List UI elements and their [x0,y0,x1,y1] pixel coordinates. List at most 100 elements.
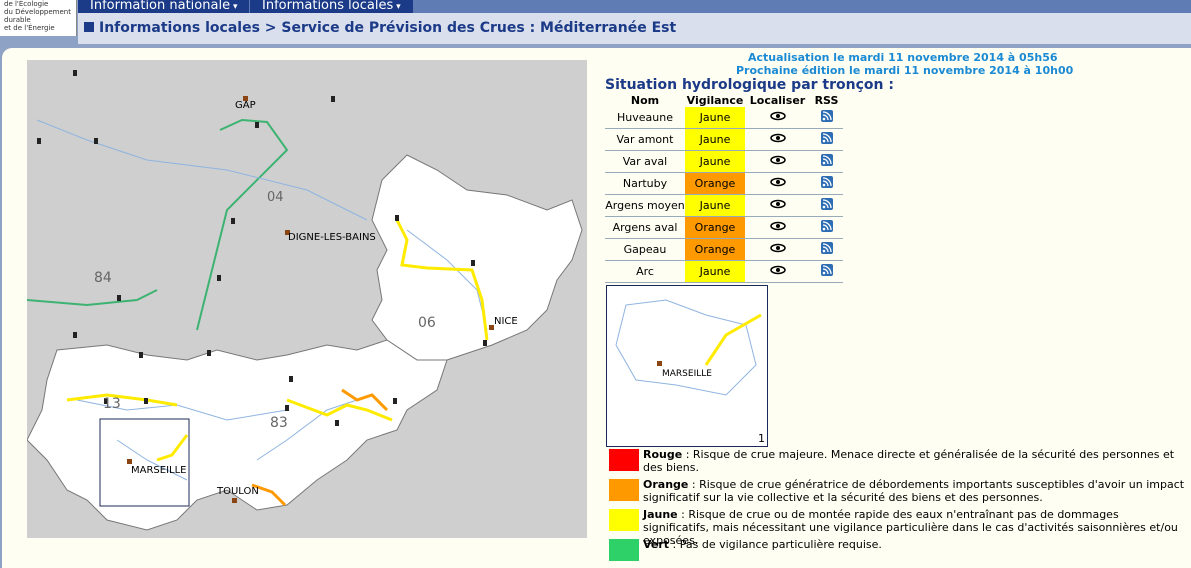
region-border [196,118,289,331]
inset-label: MARSEILLE [662,369,712,379]
legend-swatch [609,449,639,471]
nav-item[interactable]: Information nationale ▾ [78,0,250,13]
legend-term: Jaune [643,508,678,521]
nav-bar: Information nationale ▾ Informations loca… [78,0,1191,13]
vigilance-level: Jaune [685,260,745,283]
dept-13-83 [27,339,448,531]
rss-icon[interactable] [820,154,833,166]
map-label: TOULON [216,486,259,497]
inset-section [704,313,762,366]
locate-cell [745,260,810,283]
locate-icon[interactable] [769,177,786,187]
vigilance-level: Jaune [685,128,745,151]
rss-cell [810,260,843,283]
vigilance-sections [66,219,489,507]
inset-map[interactable]: MARSEILLE 1 [606,285,768,447]
locate-icon[interactable] [769,221,786,231]
rss-icon[interactable] [820,198,833,210]
inset-frame [606,285,768,447]
legend-description: : Pas de vigilance particulière requise. [669,538,882,551]
column-header: Localiser [749,93,806,107]
rss-cell [810,107,843,129]
vigilance-level: Orange [685,216,745,239]
vigilance-level: Jaune [685,150,745,173]
legend-swatch [609,539,639,561]
legend-term: Rouge [643,448,683,461]
legend-text: Rouge : Risque de crue majeure. Menace d… [643,448,1187,474]
locate-icon[interactable] [769,111,786,121]
rss-cell [810,128,843,151]
rss-icon[interactable] [820,110,833,122]
section-name: Var aval [605,150,685,173]
legend-text: Vert : Pas de vigilance particulière req… [643,538,1187,551]
locate-icon[interactable] [769,243,786,253]
column-header: Vigilance [686,93,744,107]
section-name: Gapeau [605,238,685,261]
stations [37,70,487,426]
locate-icon[interactable] [769,265,786,275]
vigilance-level: Jaune [685,107,745,129]
locate-icon[interactable] [769,133,786,143]
locate-cell [745,172,810,195]
legend-swatch [609,479,639,501]
vigilance-level: Orange [685,238,745,261]
column-header: RSS [814,93,839,107]
map-label: 84 [94,270,112,286]
rss-cell [810,216,843,239]
rss-icon[interactable] [820,242,833,254]
legend-term: Orange [643,478,689,491]
section-name: Var amont [605,128,685,151]
table-row: Var aval Jaune [605,150,843,173]
breadcrumb: Informations locales > Service de Prévis… [99,20,677,36]
rss-icon[interactable] [820,176,833,188]
table-title: Situation hydrologique par tronçon : [605,77,894,93]
legend-text: Jaune : Risque de crue ou de montée rapi… [643,508,1187,547]
legend-description: : Risque de crue ou de montée rapide des… [643,508,1178,547]
table-row: Argens moyen Jaune [605,194,843,217]
section-name: Nartuby [605,172,685,195]
inset-river [615,299,757,396]
table-row: Nartuby Orange [605,172,843,195]
legend-description: : Risque de crue majeure. Menace directe… [643,448,1175,474]
city-markers [127,96,494,503]
map-label: 13 [103,396,121,412]
section-name: Argens aval [605,216,685,239]
locate-cell [745,238,810,261]
locate-cell [745,107,810,129]
rss-icon[interactable] [820,264,833,276]
rss-icon[interactable] [820,132,833,144]
map-label: 06 [418,315,436,331]
map[interactable]: GAP 04 DIGNE-LES-BAINS 84 06 NICE 13 83 MARSEILL… [27,60,587,538]
nav-item[interactable]: Informations locales ▾ [250,0,413,13]
table-row: Gapeau Orange [605,238,843,261]
locate-cell [745,128,810,151]
rss-cell [810,194,843,217]
table-row: Arc Jaune [605,260,843,283]
legend-text: Orange : Risque de crue génératrice de d… [643,478,1187,504]
section-name: Argens moyen [605,194,685,217]
logo-line: durable [4,16,31,24]
locate-icon[interactable] [769,199,786,209]
locate-cell [745,150,810,173]
legend-swatch [609,509,639,531]
city-marker [657,361,662,366]
inset-number: 1 [758,432,765,445]
section-name: Huveaune [605,107,685,129]
vigilance-level: Orange [685,172,745,195]
logo[interactable]: de l'Écologie du Développement durable et d… [0,0,77,36]
map-label: MARSEILLE [131,465,187,476]
vigilance-table: Nom Vigilance Localiser RSS Huveaune Jaune Var… [605,93,843,283]
table-row: Argens aval Orange [605,216,843,239]
update-line: Prochaine édition le mardi 11 novembre 2… [736,64,1074,77]
region-border [27,289,158,307]
locate-cell [745,194,810,217]
locate-icon[interactable] [769,155,786,165]
breadcrumb-band [78,13,1191,44]
legend-term: Vert [643,538,670,551]
map-label: NICE [494,316,518,327]
locate-cell [745,216,810,239]
map-label: 04 [267,190,284,205]
rss-icon[interactable] [820,220,833,232]
logo-line: de l'Écologie [4,0,49,8]
inset-frame [99,418,190,507]
